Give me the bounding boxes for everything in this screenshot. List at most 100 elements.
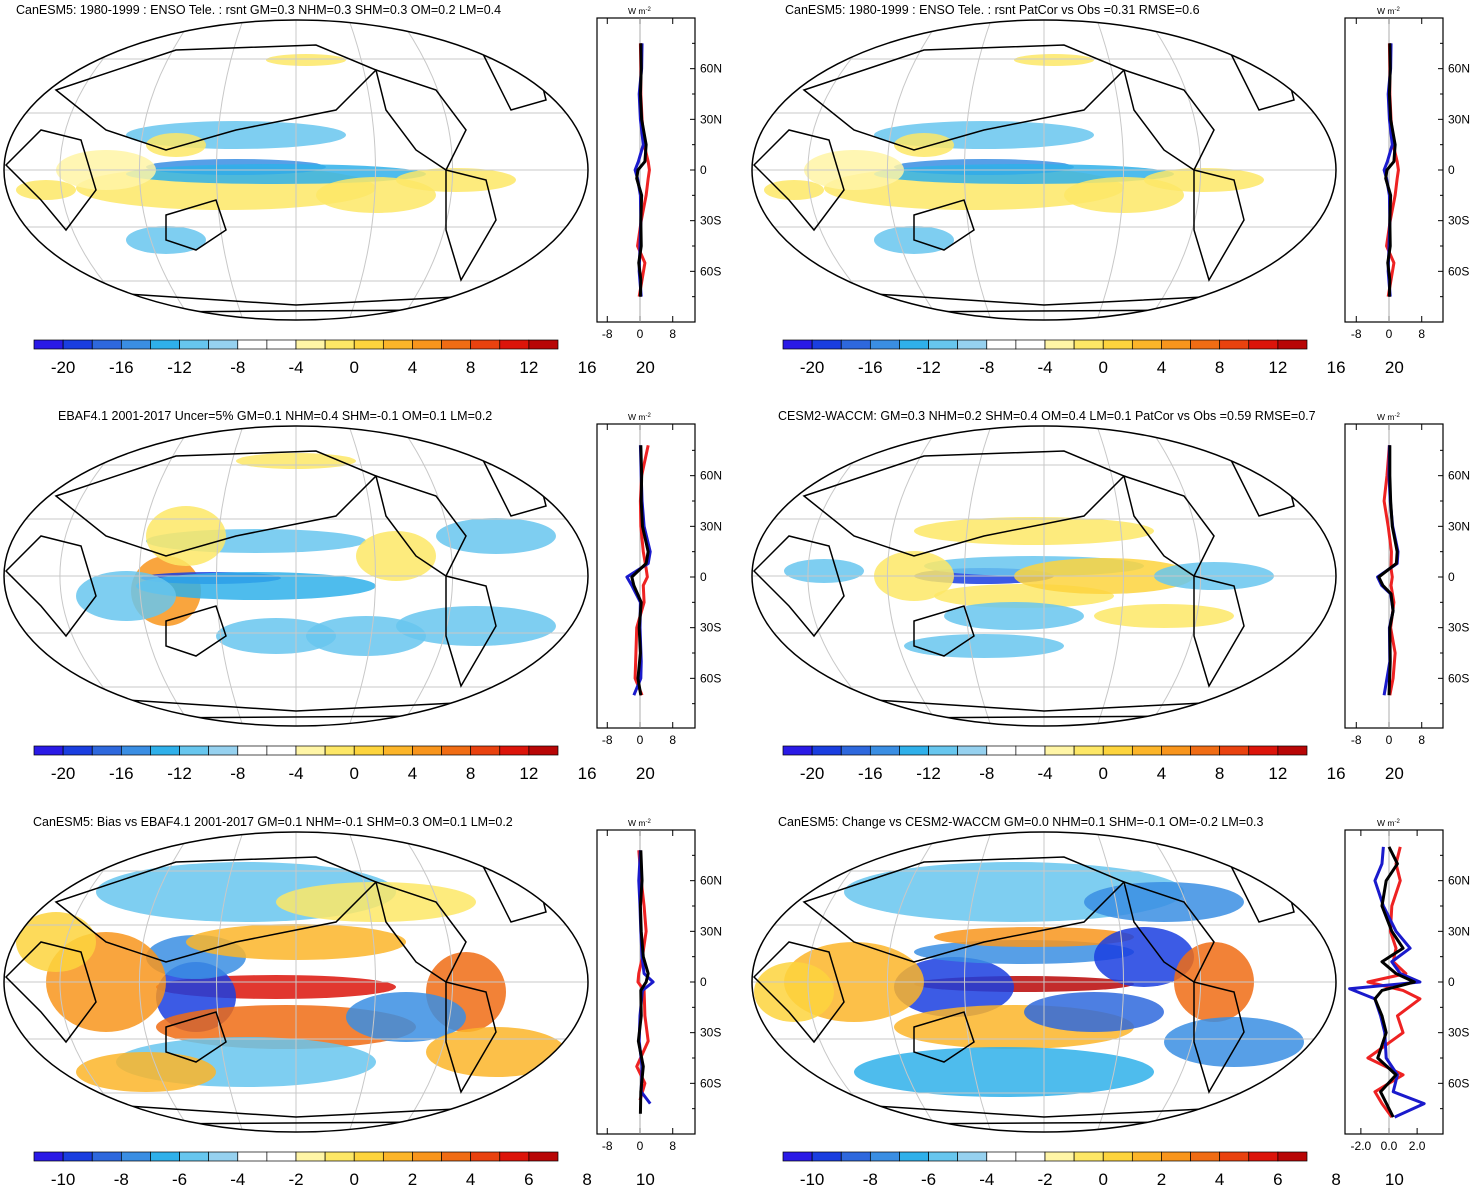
colorbar-swatch [928, 745, 959, 756]
zonal-lat-label: 30S [1448, 621, 1469, 635]
zonal-x-label: -8 [602, 733, 613, 747]
colorbar-label: 8 [1215, 764, 1224, 783]
colorbar-label: 16 [1327, 764, 1346, 783]
colorbar-swatch [324, 745, 355, 756]
colorbar-swatch [179, 1151, 210, 1162]
colorbar-label: 8 [466, 358, 475, 377]
colorbar-swatch [441, 1151, 472, 1162]
colorbar-swatch [266, 339, 297, 350]
colorbar-label: 8 [1215, 358, 1224, 377]
zonal-x-label: 0 [637, 327, 644, 341]
zonal-x-label: 0 [1386, 327, 1393, 341]
colorbar-swatch [150, 1151, 180, 1162]
zonal-lat-label: 60S [700, 264, 721, 278]
zonal-frame [1344, 17, 1444, 323]
zonal-lat-label: 0 [1448, 163, 1455, 177]
colorbar-label: 2 [408, 1170, 417, 1187]
zonal-lat-label: 60S [1448, 1076, 1469, 1090]
colorbar-swatch [1015, 745, 1046, 756]
zonal-x-label: 8 [669, 1139, 676, 1153]
colorbar-label: 16 [578, 764, 597, 783]
colorbar-swatch [1277, 1151, 1308, 1162]
colorbar-swatch [811, 339, 842, 350]
colorbar-label: 12 [519, 764, 538, 783]
colorbar-swatch [986, 745, 1017, 756]
zonal-lat-label: 60N [700, 62, 722, 76]
colorbar-swatch [150, 745, 180, 756]
colorbar-label: 10 [636, 1170, 655, 1187]
zonal-x-label: 0.0 [1381, 1139, 1398, 1153]
colorbar-label: 20 [636, 764, 655, 783]
colorbar-label: 20 [1385, 764, 1404, 783]
map-panel [3, 19, 589, 321]
colorbar-label: 0 [1098, 1170, 1107, 1187]
colorbar-swatch [957, 745, 988, 756]
zonal-lat-label: 30N [1448, 112, 1470, 126]
zonal-lat-label: 60S [1448, 671, 1469, 685]
zonal-frame [596, 17, 696, 323]
colorbar-label: 10 [1385, 1170, 1404, 1187]
colorbar-label: -4 [288, 358, 303, 377]
zonal-unit: W m-2 [1377, 412, 1400, 422]
colorbar-label: 6 [524, 1170, 533, 1187]
zonal-x-label: 8 [1418, 733, 1425, 747]
zonal-lat-label: 0 [1448, 570, 1455, 584]
zonal-mean-plot: 60N 30N 0 30S 60S -2.0 0.0 2.0 W m-2 [1344, 818, 1470, 1153]
colorbar-label: 0 [349, 1170, 358, 1187]
zonal-lat-label: 0 [700, 570, 707, 584]
colorbar-swatch [91, 339, 122, 350]
colorbar-swatch [1161, 1151, 1191, 1162]
colorbar-swatch [33, 745, 64, 756]
colorbar-swatch [266, 745, 297, 756]
zonal-lat-label: 30N [700, 519, 722, 533]
colorbar-label: -4 [979, 1170, 994, 1187]
colorbar-swatch [1161, 745, 1191, 756]
colorbar-swatch [1190, 745, 1221, 756]
colorbar-swatch [1277, 745, 1308, 756]
zonal-x-label: -8 [1351, 733, 1362, 747]
colorbar-swatch [33, 1151, 64, 1162]
zonal-line-black [636, 850, 650, 1114]
colorbar-label: -20 [51, 764, 76, 783]
colorbar-swatch [295, 339, 326, 350]
colorbar-swatch [811, 745, 842, 756]
colorbar-swatch [782, 1151, 813, 1162]
colorbar-swatch [412, 745, 442, 756]
zonal-frame [1344, 423, 1444, 729]
zonal-mean-plot: 60N 30N 0 30S 60S -8 0 8 W m-2 [596, 412, 722, 747]
colorbar-label: -8 [979, 358, 994, 377]
map-border [3, 425, 589, 727]
colorbar-label: -6 [921, 1170, 936, 1187]
zonal-mean-plot: 60N 30N 0 30S 60S -8 0 8 W m-2 [596, 6, 722, 341]
colorbar-swatch [1161, 339, 1191, 350]
colorbar-swatch [1131, 339, 1162, 350]
colorbar-swatch [266, 1151, 297, 1162]
colorbar-label: 4 [1157, 358, 1166, 377]
colorbar-swatch [91, 1151, 122, 1162]
zonal-lat-label: 30S [700, 1026, 721, 1040]
colorbar-swatch [208, 339, 239, 350]
colorbar-swatch [1015, 1151, 1046, 1162]
colorbar-label: -8 [230, 358, 245, 377]
colorbar-label: 0 [349, 358, 358, 377]
colorbar-swatch [1277, 339, 1308, 350]
map-panel [751, 425, 1337, 727]
zonal-line-black [630, 445, 650, 696]
colorbar-swatch [237, 1151, 268, 1162]
colorbar-swatch [840, 1151, 871, 1162]
zonal-mean-plot: 60N 30N 0 30S 60S -8 0 8 W m-2 [1344, 412, 1470, 747]
colorbar-swatch [1219, 745, 1250, 756]
colorbar-label: 4 [1215, 1170, 1224, 1187]
colorbar-swatch [840, 339, 871, 350]
zonal-unit: W m-2 [628, 412, 651, 422]
colorbar-swatch [1248, 745, 1279, 756]
colorbar-label: 20 [636, 358, 655, 377]
colorbar-swatch [782, 745, 813, 756]
panel-title: CanESM5: Bias vs EBAF4.1 2001-2017 GM=0.… [33, 815, 513, 829]
colorbar-label: -4 [1037, 764, 1052, 783]
colorbar-label: 16 [578, 358, 597, 377]
colorbar-label: -20 [800, 764, 825, 783]
colorbar-label: -12 [916, 764, 941, 783]
colorbar-swatch [840, 745, 871, 756]
zonal-lat-label: 30S [1448, 214, 1469, 228]
